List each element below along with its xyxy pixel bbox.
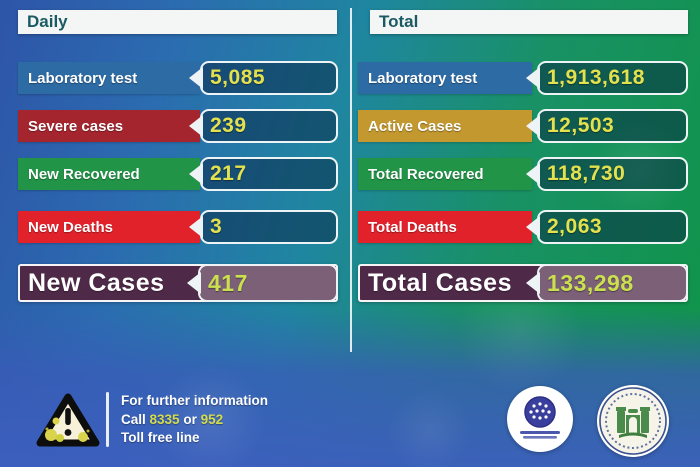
stat-label-bar: Total Recovered [358,158,532,190]
stat-value-box: 133,298 [526,264,688,302]
stat-value: 118,730 [547,162,626,185]
column-separator [350,8,352,352]
stat-label: Severe cases [28,117,124,135]
stat-value: 3 [210,215,223,238]
stat-label-bar: Active Cases [358,110,532,142]
stat-value: 417 [208,269,248,296]
public-health-institute-logo [597,385,669,457]
arrow-left-icon [526,163,540,185]
stat-value: 1,913,618 [547,66,645,89]
total-laboratory-test-row: Laboratory test 1,913,618 [358,61,688,95]
stat-label: Total Cases [368,268,512,297]
stat-label: Laboratory test [368,69,478,87]
stat-label: Total Recovered [368,165,484,183]
stat-value-box: 118,730 [526,157,688,191]
stat-value-box: 5,085 [189,61,338,95]
stat-label-bar: New Cases [20,266,336,300]
footer-line-1: For further information [121,393,268,408]
stat-value: 5,085 [210,66,266,89]
total-header-label: Total [379,12,419,31]
stat-label: Total Deaths [368,218,457,236]
stat-label-bar: Total Cases [360,266,686,300]
total-deaths-row: Total Deaths 2,063 [358,210,688,244]
daily-new-deaths-row: New Deaths 3 [18,210,338,244]
arrow-left-icon [189,67,203,89]
total-recovered-row: Total Recovered 118,730 [358,157,688,191]
arrow-left-icon [189,115,203,137]
stat-value-box: 3 [189,210,338,244]
total-header: Total [370,10,688,34]
stat-label-bar: Laboratory test [18,62,200,94]
warning-triangle-icon [34,391,102,450]
stat-label: New Recovered [28,165,140,183]
call-word: Call [121,411,146,427]
daily-severe-cases-row: Severe cases 239 [18,109,338,143]
arrow-left-icon [189,163,203,185]
arrow-left-icon [189,216,203,238]
arrow-left-icon [526,216,540,238]
stat-value: 217 [210,162,247,185]
tollfree-number-1: 8335 [149,411,180,427]
stat-label: New Deaths [28,218,114,236]
footer-divider [106,392,109,447]
stat-label: Active Cases [368,117,462,135]
stat-value-box: 12,503 [526,109,688,143]
arrow-left-icon [187,272,201,294]
stat-value-box: 2,063 [526,210,688,244]
stat-value-box: 417 [187,264,338,302]
stat-label-bar: Total Deaths [358,211,532,243]
footer-info-text: For further information Call 8335 or 952… [121,392,268,448]
stat-label: Laboratory test [28,69,138,87]
stat-label-bar: Severe cases [18,110,200,142]
daily-new-recovered-row: New Recovered 217 [18,157,338,191]
stat-label-bar: New Deaths [18,211,200,243]
total-cases-row: Total Cases 133,298 [358,264,688,302]
stat-value-box: 239 [189,109,338,143]
arrow-left-icon [526,115,540,137]
total-active-cases-row: Active Cases 12,503 [358,109,688,143]
arrow-left-icon [526,67,540,89]
daily-header-label: Daily [27,12,68,31]
stat-value: 12,503 [547,114,615,137]
ministry-of-health-logo [507,386,573,452]
stat-value-box: 217 [189,157,338,191]
stat-value-box: 1,913,618 [526,61,688,95]
footer-line-3: Toll free line [121,430,200,445]
daily-new-cases-row: New Cases 417 [18,264,338,302]
daily-header: Daily [18,10,337,34]
arrow-left-icon [526,272,540,294]
stat-label-bar: Laboratory test [358,62,532,94]
stat-value: 239 [210,114,247,137]
or-word: or [183,411,197,427]
stat-label: New Cases [28,268,165,297]
stat-label-bar: New Recovered [18,158,200,190]
stat-value: 2,063 [547,215,603,238]
stat-value: 133,298 [547,269,634,296]
footer-line-2: Call 8335 or 952 [121,411,268,430]
daily-laboratory-test-row: Laboratory test 5,085 [18,61,338,95]
tollfree-number-2: 952 [200,411,224,427]
